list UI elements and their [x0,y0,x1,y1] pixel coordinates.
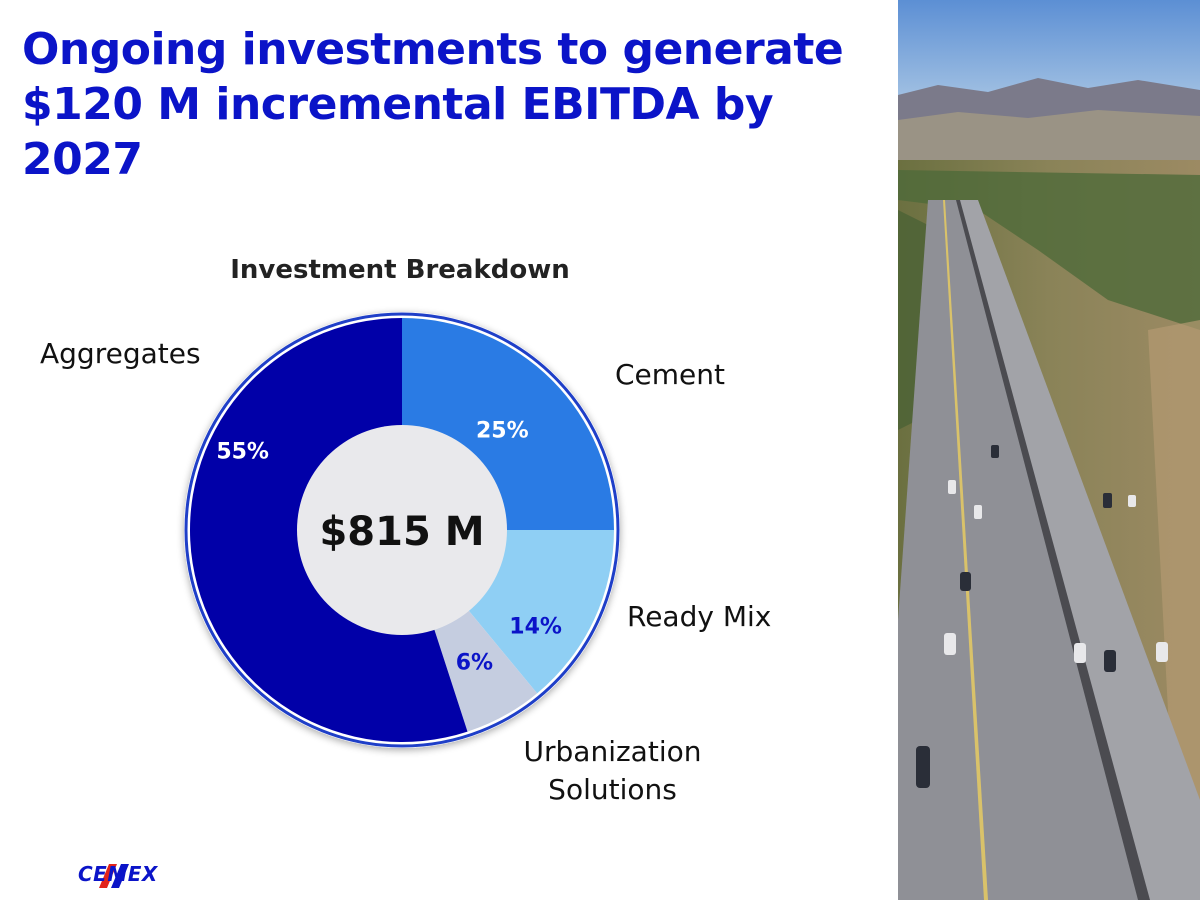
cemex-logo [99,864,129,888]
chart-center-value: $815 M [319,509,484,555]
slice-value-urbanization-solutions: 6% [456,651,493,676]
slice-value-cement: 25% [476,419,529,444]
slide-title: Ongoing investments to generate $120 M i… [22,24,844,185]
segment-label-ready-mix: Ready Mix [627,600,772,633]
donut-chart: $815 M 25% 14% 6% 55% [184,312,620,748]
slice-value-ready-mix: 14% [509,614,562,639]
chart-center-hole [297,425,507,635]
highway-aerial-photo [898,0,1200,900]
brand-name: CEMEX [78,862,158,886]
slice-value-aggregates: 55% [216,439,269,464]
segment-label-aggregates: Aggregates [40,337,201,370]
segment-label-cement: Cement [615,358,726,391]
segment-label-urbanization-solutions: Urbanization Solutions [523,735,702,806]
chart-title: Investment Breakdown [230,255,570,285]
chart-ring-stroke [184,312,620,748]
